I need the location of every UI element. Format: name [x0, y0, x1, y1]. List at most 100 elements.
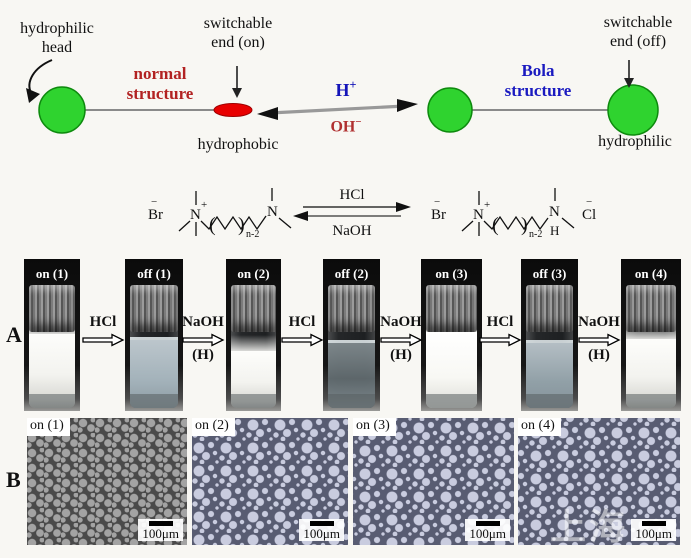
bromide-label: Br — [148, 207, 163, 223]
panel-b-label: B — [6, 467, 21, 492]
h-plus-charge: + — [349, 78, 357, 92]
bromide-charge: − — [151, 196, 157, 208]
vial-state-label: on (3) — [435, 266, 468, 281]
paren-close: ) — [521, 214, 528, 236]
process-arrow-naoh-2: NaOH (H) — [377, 314, 425, 364]
panel-a-vial-row: A on (1) off (1) on (2) off (2) on (3) o… — [0, 256, 691, 414]
amine-n-label: N — [549, 204, 560, 220]
vial-cap — [526, 285, 573, 332]
switchable-end-off-label: switchable end (off) — [603, 14, 673, 50]
oh-minus-label: OH− — [317, 116, 375, 137]
scale-box: 100μm — [299, 519, 344, 541]
vial-liquid — [29, 318, 75, 408]
vial-photo-off-1: off (1) — [125, 259, 183, 411]
hydrophobic-label: hydrophobic — [197, 136, 279, 153]
panel-b-micrograph-row: B on (1) 100μm on (2) 100μm on (3) 100μm… — [0, 415, 691, 550]
vial-state-label: on (1) — [35, 266, 69, 281]
paren-open: ( — [492, 214, 499, 236]
curved-arrow-head — [26, 88, 40, 103]
scale-bar — [475, 521, 500, 527]
vial-state-label: off (3) — [532, 266, 567, 281]
vial-photo-off-2: off (2) — [323, 259, 380, 411]
reagent-note: (H) — [390, 347, 412, 363]
vial-photo-on-1: on (1) — [24, 259, 80, 411]
ammonium-charge: + — [484, 199, 490, 211]
alkyl-chain — [483, 215, 549, 231]
vial-cap — [130, 285, 178, 332]
vial-liquid — [526, 339, 573, 408]
repeat-subscript: n-2 — [246, 229, 259, 240]
paren-close: ) — [238, 214, 245, 236]
methyl-bond — [561, 217, 575, 229]
bola-left-head-circle — [427, 87, 473, 133]
vial-cap — [230, 285, 277, 332]
bromide-label: Br — [431, 207, 446, 223]
micrograph-on-2: on (2) 100μm — [192, 418, 348, 545]
methyl-bond — [178, 220, 191, 232]
vial-state-label: off (1) — [137, 266, 171, 281]
hydrophilic-right-label: hydrophilic — [598, 133, 672, 150]
micrograph-on-1: on (1) 100μm — [27, 418, 187, 545]
scale-box: 100μm — [138, 519, 183, 541]
reverse-arrow-head — [293, 211, 308, 221]
h-plus-label: H+ — [320, 78, 372, 101]
reagent-note: (H) — [192, 347, 214, 363]
vial-cap — [426, 285, 477, 332]
reagent-label: NaOH — [380, 314, 422, 330]
vial-cap — [328, 285, 375, 332]
down-arrow-head — [232, 88, 242, 98]
ammonium-charge: + — [201, 199, 207, 211]
vial — [29, 285, 75, 408]
methyl-bond — [278, 217, 292, 229]
vial — [130, 285, 178, 408]
bromide-charge: − — [434, 196, 440, 208]
vial-photo-on-2: on (2) — [226, 259, 281, 411]
reagent-note: (H) — [588, 347, 610, 363]
block-arrow-icon — [281, 333, 324, 347]
right-arrow-head — [397, 99, 418, 112]
chloride-charge: − — [586, 196, 592, 208]
process-arrow-hcl-3: HCl — [476, 314, 524, 347]
repeat-subscript: n-2 — [529, 229, 542, 240]
surfactant-scheme-drawing — [26, 59, 659, 136]
micrograph-label: on (2) — [192, 418, 235, 436]
vial-photo-on-3: on (3) — [421, 259, 482, 411]
block-arrow-icon — [82, 333, 125, 347]
scale-bar — [148, 521, 173, 527]
bola-right-head-circle — [607, 84, 659, 136]
equilibrium-arrow — [269, 104, 406, 115]
alkyl-chain — [200, 215, 267, 231]
block-arrow-icon — [578, 333, 621, 347]
ammonium-n-label: N — [473, 207, 484, 223]
block-arrow-icon — [479, 333, 522, 347]
down-arrow-head — [624, 78, 634, 88]
chloride-label: Cl — [582, 207, 596, 223]
process-arrow-naoh-1: NaOH (H) — [179, 314, 227, 364]
forward-reagent-label: HCl — [339, 187, 364, 203]
reagent-label: HCl — [486, 314, 514, 330]
vial-liquid — [328, 339, 375, 408]
scale-text: 100μm — [303, 526, 340, 542]
vial — [328, 285, 375, 408]
amine-h-label: H — [550, 223, 559, 238]
panel-a-label: A — [6, 322, 22, 347]
block-arrow-icon — [380, 333, 423, 347]
scale-text: 100μm — [635, 526, 672, 542]
hydrophilic-head-label: hydrophilic head — [20, 20, 94, 56]
normal-structure-label: normal structure — [126, 64, 194, 104]
paren-open: ( — [209, 214, 216, 236]
vial-liquid — [230, 335, 277, 408]
micrograph-label: on (3) — [353, 418, 396, 436]
vial-liquid — [130, 337, 178, 408]
vial-state-label: on (4) — [634, 266, 668, 281]
h-plus-base: H — [335, 80, 350, 100]
vial-state-label: off (2) — [334, 266, 369, 281]
micrograph-on-4: on (4) 100μm — [518, 418, 680, 545]
process-arrow-hcl-1: HCl — [79, 314, 127, 347]
vial-cap — [29, 285, 75, 332]
oh-minus-charge: − — [355, 116, 362, 128]
reagent-label: NaOH — [182, 314, 224, 330]
vial-liquid — [626, 323, 676, 408]
block-arrow-icon — [182, 333, 225, 347]
